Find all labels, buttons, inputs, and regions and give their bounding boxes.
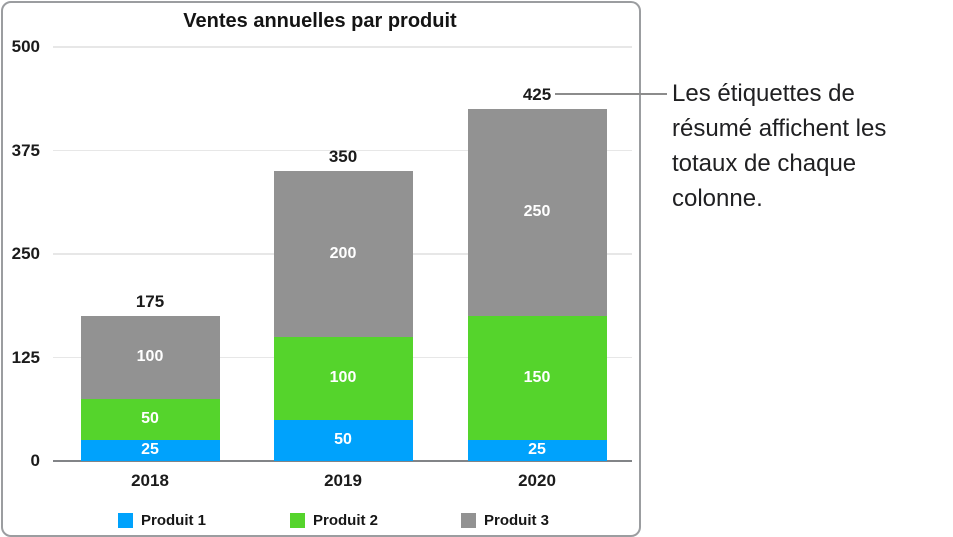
- bar-total-label: 175: [135, 292, 165, 312]
- x-axis-category-label: 2019: [324, 471, 362, 490]
- legend-label-2: Produit 2: [313, 512, 379, 529]
- y-axis-tick-label: 125: [11, 347, 40, 367]
- bar-segment-produit-3: [80, 316, 220, 399]
- legend-swatch-2: [290, 513, 305, 528]
- y-axis-tick-label: 0: [30, 451, 40, 470]
- bar-segment-produit-1: [80, 440, 220, 461]
- gridline: [53, 46, 632, 48]
- bar-segment-produit-1: [467, 440, 607, 461]
- callout-text-line: totaux de chaque: [672, 150, 857, 177]
- callout-leader-line: [555, 93, 667, 95]
- bar-segment-value-label: 250: [523, 203, 551, 221]
- callout-text-line: colonne.: [672, 185, 763, 212]
- bar-total-label: 425: [522, 85, 552, 105]
- bar-segment-produit-3: [467, 109, 607, 317]
- y-axis-tick-label: 375: [11, 140, 40, 160]
- legend-swatch-3: [461, 513, 476, 528]
- chart-title: Ventes annuelles par produit: [183, 10, 457, 32]
- bar-segment-value-label: 100: [136, 348, 164, 365]
- bar-segment-value-label: 100: [329, 368, 357, 386]
- bar-segment-value-label: 25: [141, 441, 159, 459]
- bar-segment-produit-2: [467, 316, 607, 441]
- bar-segment-value-label: 25: [528, 441, 546, 459]
- bar-segment-produit-1: [273, 419, 413, 461]
- callout-text: Les étiquettes de résumé affichent les t…: [672, 76, 940, 216]
- legend-label-3: Produit 3: [484, 512, 550, 529]
- bar-segment-value-label: 200: [329, 244, 357, 262]
- callout-text-line: Les étiquettes de: [672, 80, 855, 107]
- y-axis-tick-label: 500: [11, 37, 40, 56]
- bar-segment-value-label: 50: [141, 410, 159, 428]
- bar-segment-value-label: 150: [523, 368, 551, 386]
- bar-segment-produit-3: [273, 171, 413, 337]
- x-axis-line: [53, 460, 632, 462]
- callout-text-line: résumé affichent les: [672, 115, 887, 142]
- legend-label-1: Produit 1: [141, 512, 207, 529]
- bar-segment-produit-2: [80, 398, 220, 441]
- gridline: [53, 149, 632, 152]
- x-axis-category-label: 2020: [518, 471, 556, 490]
- bar-segment-value-label: 50: [334, 430, 352, 448]
- legend-swatch-1: [118, 513, 133, 528]
- bar-segment-produit-2: [273, 336, 413, 420]
- y-axis-tick-label: 250: [11, 244, 40, 263]
- x-axis-category-label: 2018: [131, 471, 169, 490]
- bar-total-label: 350: [328, 147, 358, 167]
